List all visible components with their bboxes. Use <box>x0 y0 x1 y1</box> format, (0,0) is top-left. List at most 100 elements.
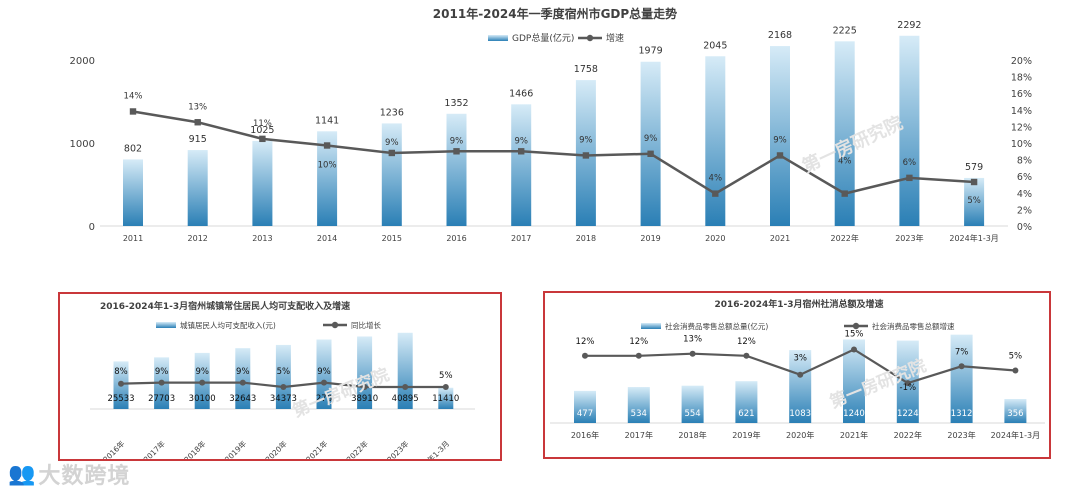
bar <box>789 350 812 423</box>
bar <box>511 104 532 226</box>
bar <box>316 339 332 409</box>
x-tick-label: 2022年 <box>831 233 859 243</box>
bar-value-label: 1224 <box>897 409 919 419</box>
legend-bar-swatch <box>488 35 508 41</box>
growth-point <box>259 135 266 143</box>
bar <box>235 348 251 409</box>
legend-bar-swatch <box>156 322 176 328</box>
growth-label: -1% <box>900 383 917 393</box>
growth-point <box>199 379 206 386</box>
x-tick-label: 2023年 <box>947 430 975 440</box>
y-right-tick: 8% <box>1017 156 1032 167</box>
x-tick-label: 2018年 <box>678 430 706 440</box>
growth-point <box>518 148 525 155</box>
bar-value-label: 2168 <box>768 30 792 41</box>
x-tick-label: 2014 <box>317 234 337 243</box>
bar <box>770 46 790 226</box>
x-tick-label: 2019年 <box>732 430 760 440</box>
growth-label: 13% <box>683 335 702 345</box>
watermark: 第一房研究院 <box>290 364 392 422</box>
bar-value-label: 40895 <box>392 394 419 404</box>
bar-value-label: 2225 <box>833 25 857 36</box>
growth-point <box>453 148 460 155</box>
x-tick-label: 2016 <box>446 234 466 243</box>
growth-label: 5% <box>277 367 291 377</box>
bar-value-label: 534 <box>631 409 647 419</box>
bar <box>627 387 650 423</box>
bar-value-label: 554 <box>684 409 700 419</box>
bar-value-label: 25533 <box>107 394 134 404</box>
y-right-tick: 16% <box>1011 89 1032 100</box>
growth-point <box>129 108 137 115</box>
x-tick-label: 2016年 <box>571 430 599 440</box>
bar <box>843 339 865 423</box>
growth-point <box>402 384 409 390</box>
legend-line-label: 同比增长 <box>351 320 381 330</box>
growth-point <box>388 149 395 157</box>
growth-label: 9% <box>385 138 399 148</box>
x-tick-label: 2016年 <box>101 438 127 459</box>
x-tick-label: 2017年 <box>141 438 167 459</box>
growth-point <box>841 190 848 197</box>
brand-name: 大数跨境 <box>38 464 131 489</box>
y-right-tick: 14% <box>1011 106 1032 117</box>
y-left-tick: 1000 <box>70 139 95 150</box>
growth-point <box>776 152 784 159</box>
legend-bar-label: 社会消费品零售总额总量(亿元) <box>665 321 768 331</box>
y-right-tick: 4% <box>1017 189 1032 200</box>
bar <box>252 140 273 226</box>
bar <box>446 113 467 226</box>
bar-value-label: 34373 <box>270 394 297 404</box>
growth-point <box>797 371 804 378</box>
bar-value-label: 278 <box>316 394 332 404</box>
growth-point <box>323 142 331 149</box>
bar <box>1004 399 1027 423</box>
bar-value-label: 1240 <box>843 409 865 419</box>
growth-point <box>647 150 654 157</box>
legend-line-label: 社会消费品零售总额增速 <box>872 321 955 331</box>
bar-value-label: 2045 <box>703 40 727 51</box>
bar-value-label: 1141 <box>315 115 339 126</box>
growth-label: 5% <box>967 196 981 206</box>
growth-label: 9% <box>579 135 593 145</box>
bar <box>123 159 143 226</box>
income-panel: 2016-2024年1-3月宿州城镇常住居民人均可支配收入及增速 城镇居民人均可支… <box>58 292 502 461</box>
growth-label: 4% <box>709 174 723 184</box>
y-right-tick: 18% <box>1011 73 1032 84</box>
growth-point <box>743 352 750 359</box>
x-tick-label: 2018 <box>576 234 596 243</box>
x-tick-label: 2024年1-3月 <box>411 438 451 459</box>
bar-value-label: 1466 <box>509 88 533 99</box>
x-tick-label: 2022年 <box>894 430 922 440</box>
y-right-tick: 2% <box>1017 205 1032 216</box>
legend-line-marker <box>331 321 339 329</box>
growth-label: 9% <box>450 136 464 146</box>
bar <box>397 332 413 409</box>
y-right-tick: 20% <box>1011 56 1032 67</box>
x-tick-label: 2020年 <box>263 438 289 459</box>
growth-point <box>958 363 965 370</box>
chart-title: 2011年-2024年一季度宿州市GDP总量走势 <box>433 6 677 21</box>
growth-point <box>904 380 911 387</box>
bar-value-label: 1083 <box>789 409 811 419</box>
legend-bar-swatch <box>641 323 661 329</box>
x-tick-label: 2024年1-3月 <box>949 233 998 243</box>
x-tick-label: 2023年 <box>385 438 411 459</box>
growth-label: 10% <box>318 160 337 170</box>
bar <box>574 390 596 423</box>
growth-label: 4% <box>838 157 852 167</box>
bar-value-label: 477 <box>577 409 593 419</box>
growth-point <box>194 119 201 126</box>
legend-bar-label: GDP总量(亿元) <box>512 32 574 44</box>
growth-label: 9% <box>195 367 209 377</box>
bar <box>964 177 985 226</box>
x-tick-label: 2021年 <box>840 430 868 440</box>
growth-point <box>582 152 590 159</box>
x-tick-label: 2017年 <box>625 430 653 440</box>
growth-label: 9% <box>773 135 787 145</box>
bar-value-label: 38910 <box>351 394 378 404</box>
bar <box>735 381 758 423</box>
y-right-tick: 10% <box>1011 139 1032 150</box>
